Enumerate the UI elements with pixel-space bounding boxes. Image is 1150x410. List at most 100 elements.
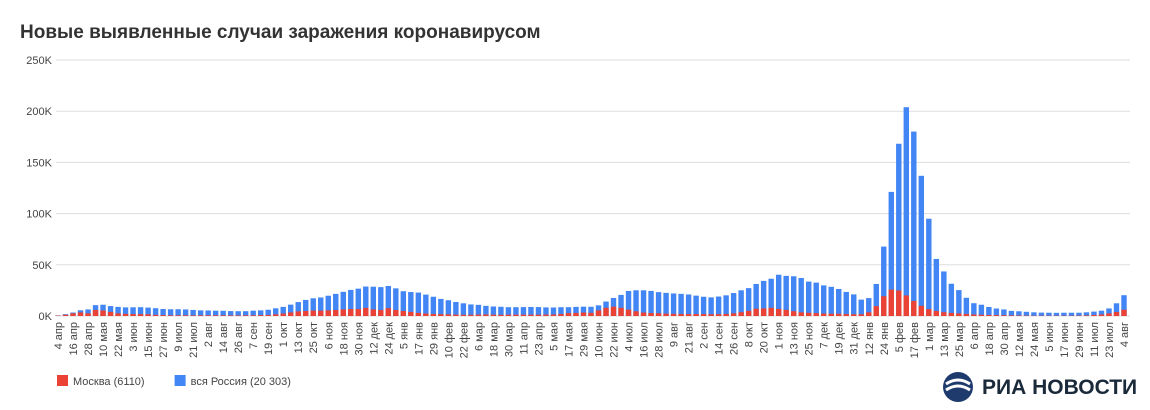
bar	[167, 309, 174, 316]
bar	[1091, 311, 1097, 316]
bar	[152, 314, 159, 316]
bar	[438, 314, 444, 316]
x-tick-label: 5 июн	[1044, 322, 1056, 352]
bar	[858, 314, 864, 316]
bar	[663, 292, 669, 316]
bar	[821, 313, 827, 316]
bar	[100, 310, 106, 316]
x-tick-label: 3 июн	[128, 322, 140, 352]
x-tick-label: 25 мар	[954, 322, 966, 357]
bar	[821, 285, 827, 316]
x-tick-label: 12 мая	[1014, 322, 1026, 357]
x-tick-label: 28 июл	[654, 322, 666, 358]
bar	[640, 312, 647, 316]
bar	[670, 293, 677, 316]
bar	[873, 306, 879, 316]
bar	[445, 314, 452, 316]
legend-swatch	[174, 375, 186, 386]
logo: РИА НОВОСТИ	[943, 372, 1137, 402]
bar	[520, 307, 527, 316]
x-tick-label: 26 авг	[233, 322, 245, 353]
bar	[738, 290, 744, 316]
bar	[265, 314, 271, 316]
bar	[340, 291, 346, 316]
legend-swatch	[57, 375, 68, 386]
bar	[257, 315, 264, 316]
bar	[543, 314, 549, 316]
bar	[1083, 312, 1090, 316]
x-tick-label: 10 фев	[443, 322, 455, 358]
bar	[558, 313, 564, 316]
bar	[423, 294, 429, 316]
bar	[670, 313, 677, 316]
bar	[175, 309, 181, 316]
x-tick-label: 11 июл	[1089, 322, 1101, 357]
bar	[340, 309, 346, 316]
bar	[115, 313, 121, 316]
bar	[1106, 308, 1112, 316]
x-tick-label: 29 мая	[578, 322, 590, 357]
bar	[911, 300, 917, 316]
bar	[911, 131, 917, 316]
x-tick-label: 5 янв	[398, 322, 410, 349]
x-tick-label: 23 апр	[533, 322, 545, 355]
x-tick-label: 10 мая	[98, 322, 110, 357]
x-tick-label: 13 мар	[939, 322, 951, 357]
bar	[333, 309, 339, 316]
bar	[693, 314, 699, 316]
bar	[550, 314, 557, 316]
bar	[1016, 315, 1022, 316]
x-tick-label: 30 мар	[503, 322, 515, 357]
x-tick-label: 25 ноя	[804, 322, 816, 355]
bar	[873, 283, 879, 316]
bar	[333, 293, 339, 316]
bar	[993, 308, 1000, 316]
bar	[62, 314, 69, 316]
bar	[190, 315, 196, 316]
bar	[257, 310, 264, 316]
bar	[836, 288, 842, 316]
bar	[227, 315, 234, 316]
x-tick-label: 12 янв	[864, 322, 876, 355]
bar	[535, 314, 542, 316]
bar	[288, 312, 294, 316]
bar	[220, 315, 226, 316]
bar	[828, 286, 834, 316]
bar	[288, 304, 294, 316]
bar	[235, 315, 241, 316]
x-tick-label: 21 авг	[684, 322, 696, 353]
bar	[122, 313, 129, 316]
bar	[948, 283, 955, 316]
bar	[250, 310, 256, 316]
bar	[648, 290, 654, 316]
bar	[310, 310, 316, 316]
legend-label: вся Россия (20 303)	[191, 376, 291, 388]
x-tick-label: 18 апр	[984, 322, 996, 355]
bar	[888, 191, 894, 316]
bar	[182, 315, 189, 316]
bar	[468, 304, 474, 316]
x-tick-label: 21 июл	[188, 322, 200, 358]
x-tick-label: 5 мая	[548, 322, 560, 351]
bar	[843, 291, 849, 316]
bar	[273, 314, 279, 316]
bar	[535, 307, 542, 316]
bar	[640, 290, 647, 316]
x-tick-label: 29 июн	[1074, 322, 1086, 358]
bar	[926, 309, 932, 316]
bar	[197, 310, 204, 316]
bar	[378, 287, 384, 316]
bar	[205, 315, 211, 316]
bar	[415, 312, 422, 316]
brand: РИА НОВОСТИ	[982, 376, 1137, 399]
bar	[941, 312, 947, 316]
x-tick-label: 6 ноя	[323, 322, 335, 349]
bar	[370, 309, 376, 316]
bar	[250, 315, 256, 316]
bar	[933, 310, 940, 316]
bar	[242, 311, 249, 316]
x-tick-label: 17 мая	[563, 322, 575, 357]
x-tick-label: 22 июн	[609, 322, 621, 358]
bar	[775, 308, 782, 316]
